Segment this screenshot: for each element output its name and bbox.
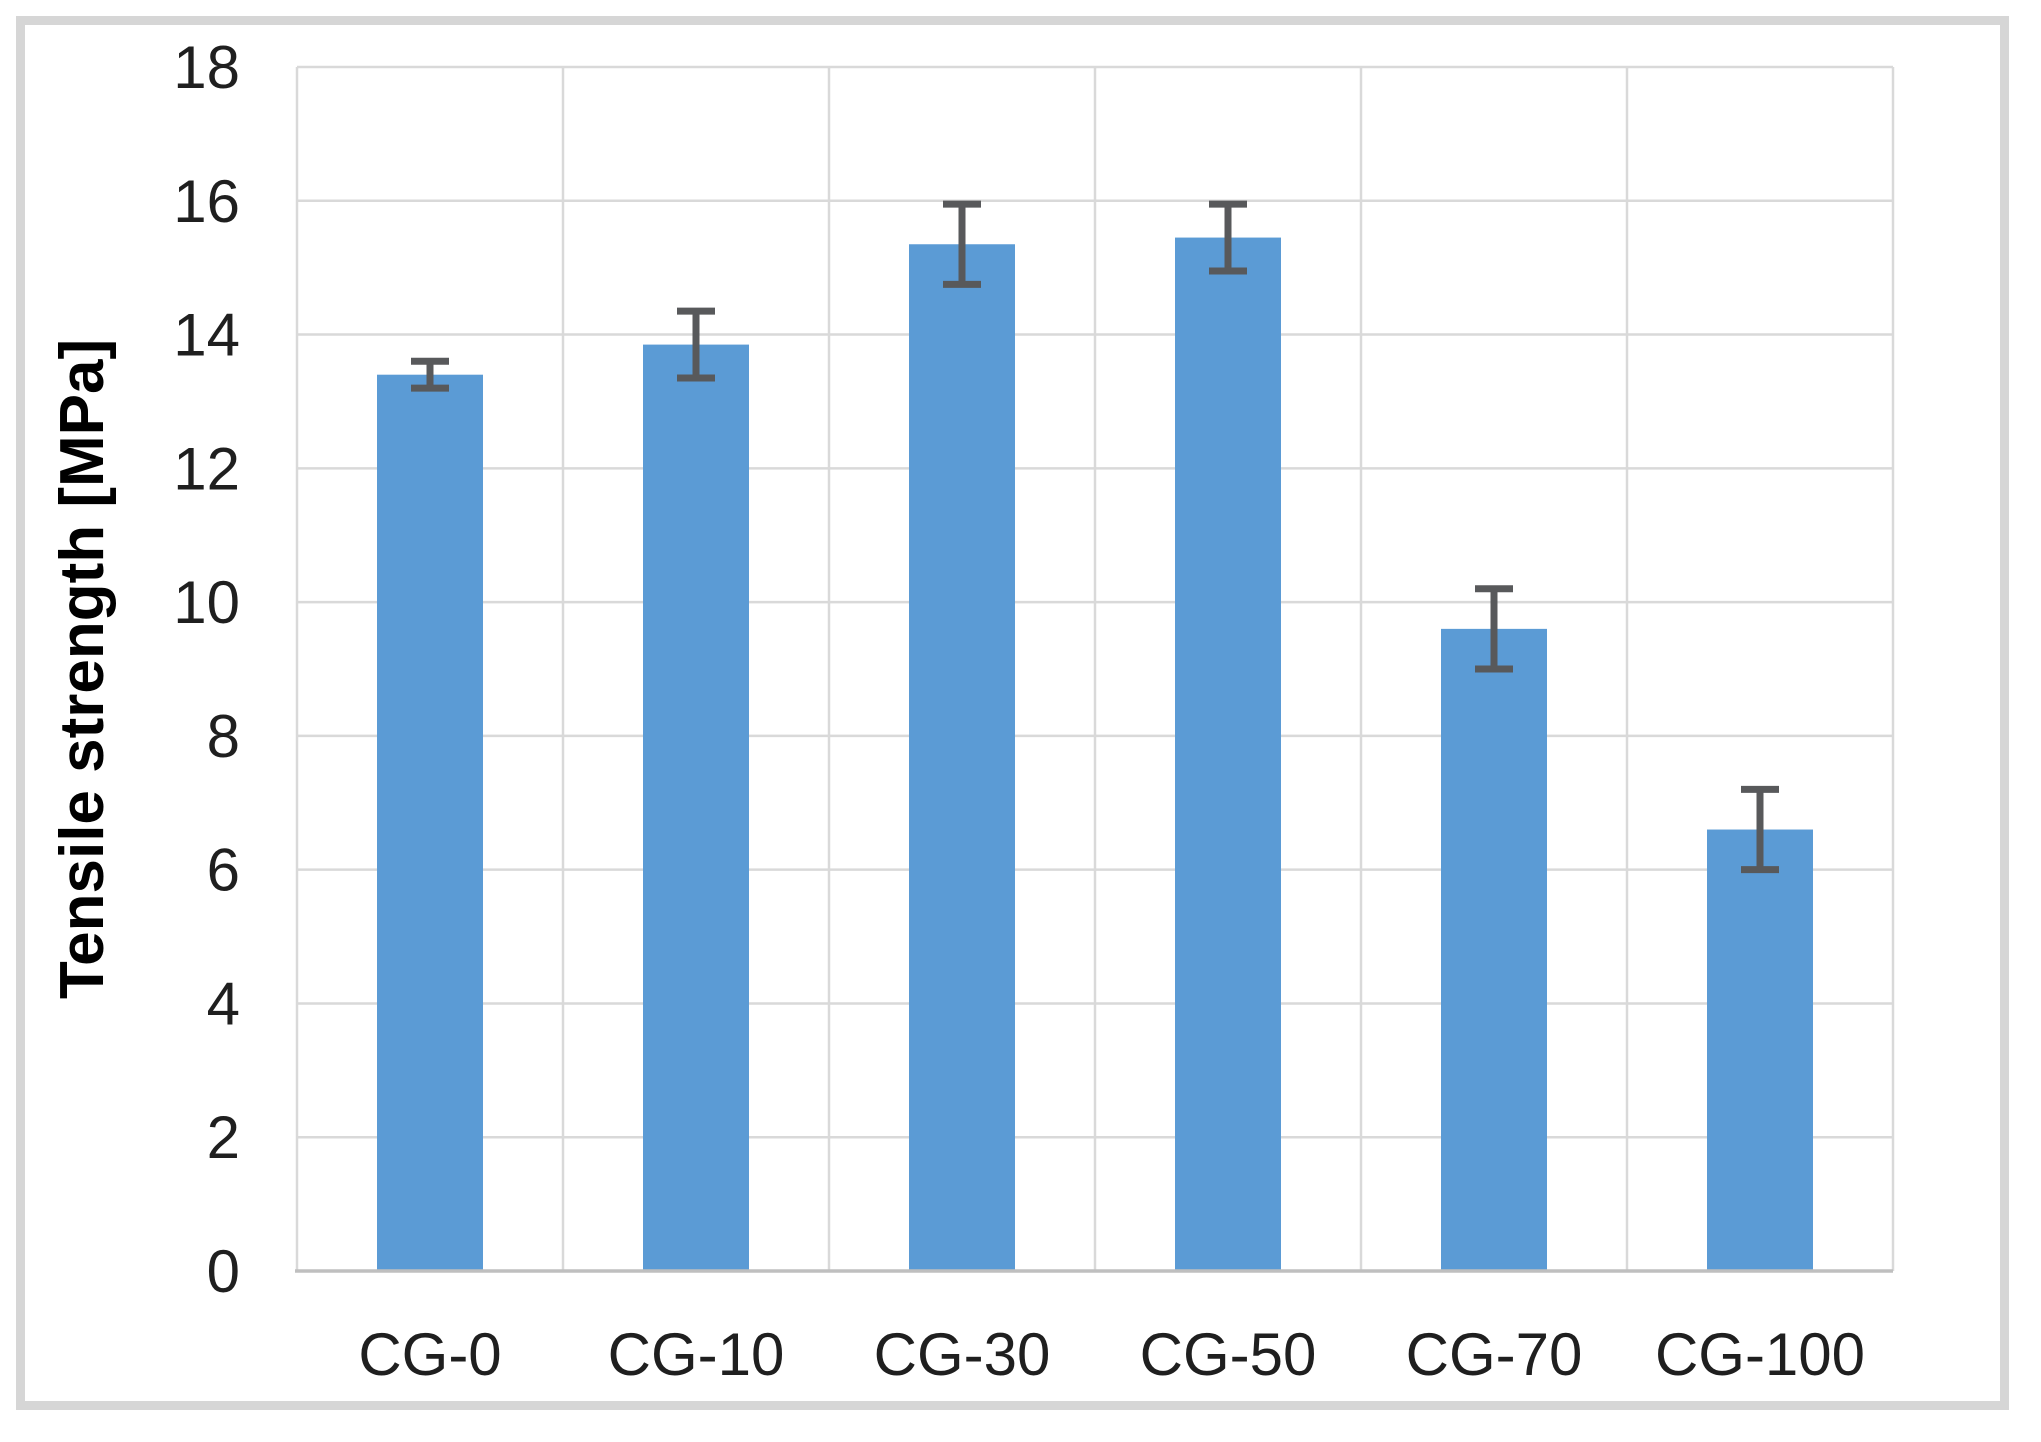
y-tick-label: 6: [207, 837, 240, 904]
x-tick-label: CG-10: [608, 1321, 785, 1388]
y-axis-title: Tensile strength [MPa]: [48, 339, 117, 999]
x-tick-label: CG-70: [1406, 1321, 1583, 1388]
y-tick-label: 10: [173, 569, 240, 636]
y-tick-label: 16: [173, 168, 240, 235]
y-tick-label: 12: [173, 435, 240, 502]
y-tick-label: 14: [173, 302, 240, 369]
y-tick-label: 18: [173, 34, 240, 101]
error-bar-CG-70: [1475, 585, 1513, 673]
bar-CG-10: [643, 344, 749, 1270]
error-bar-CG-0: [411, 357, 449, 392]
x-tick-label: CG-50: [1140, 1321, 1317, 1388]
x-tick-label: CG-30: [874, 1321, 1051, 1388]
y-tick-label: 0: [207, 1238, 240, 1305]
error-bar-CG-50: [1209, 200, 1247, 275]
bar-CG-0: [377, 374, 483, 1270]
x-tick-label: CG-0: [358, 1321, 501, 1388]
error-bar-CG-30: [943, 200, 981, 288]
bar-CG-70: [1441, 628, 1547, 1270]
x-tick-label: CG-100: [1655, 1321, 1865, 1388]
tick-labels-layer: 0 2 4 6 8 10 12 14 16 18 CG-0 CG-10 CG-30 CG-50 CG-70 C…: [173, 34, 1865, 1388]
bars-layer: [377, 237, 1813, 1270]
bar-CG-100: [1707, 829, 1813, 1270]
bar-CG-30: [909, 244, 1015, 1270]
error-bar-CG-100: [1741, 785, 1779, 874]
gridlines-layer: [295, 65, 1895, 1271]
bar-CG-50: [1175, 237, 1281, 1270]
y-tick-label: 4: [207, 970, 240, 1037]
error-bar-CG-10: [677, 307, 715, 382]
y-tick-label: 8: [207, 703, 240, 770]
y-tick-label: 2: [207, 1104, 240, 1171]
error-bars-layer: [411, 200, 1779, 874]
